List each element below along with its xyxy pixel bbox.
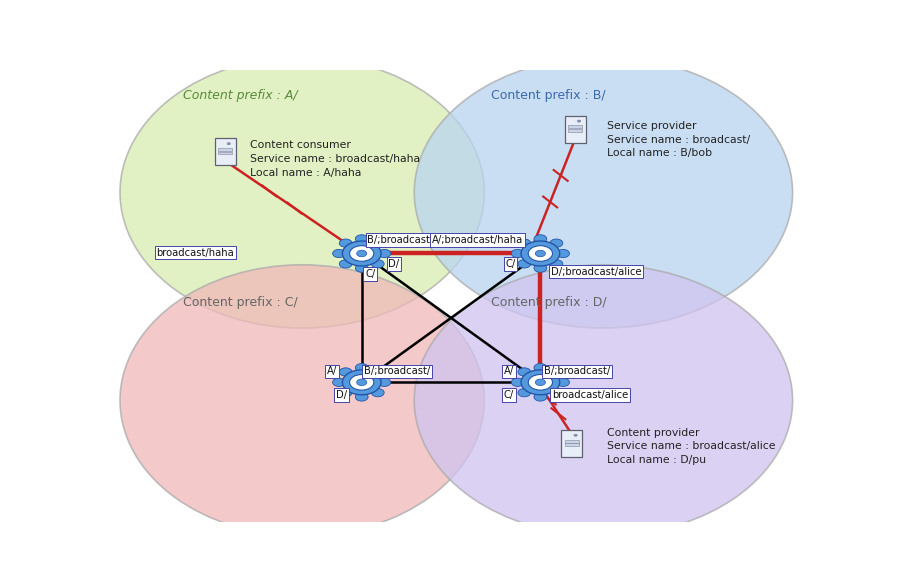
Circle shape	[349, 246, 374, 261]
Text: Content prefix : A/: Content prefix : A/	[182, 89, 297, 102]
Circle shape	[342, 370, 381, 395]
Text: Service name : broadcast/alice: Service name : broadcast/alice	[606, 441, 775, 451]
Circle shape	[339, 368, 351, 376]
Text: Content consumer: Content consumer	[249, 140, 350, 150]
FancyBboxPatch shape	[218, 152, 232, 154]
Text: Local name : A/haha: Local name : A/haha	[249, 168, 360, 178]
Circle shape	[355, 235, 368, 243]
Circle shape	[355, 363, 368, 372]
Text: C/: C/	[503, 390, 514, 400]
Circle shape	[349, 375, 374, 390]
Circle shape	[534, 264, 546, 272]
Circle shape	[577, 120, 580, 122]
FancyBboxPatch shape	[568, 129, 582, 131]
Text: broadcast/haha: broadcast/haha	[156, 248, 234, 258]
Circle shape	[527, 375, 552, 390]
Circle shape	[549, 259, 563, 268]
Text: Content provider: Content provider	[606, 427, 699, 437]
Circle shape	[535, 379, 545, 386]
Text: Content prefix : D/: Content prefix : D/	[491, 296, 606, 309]
Circle shape	[377, 249, 390, 258]
Text: broadcast/alice: broadcast/alice	[552, 390, 628, 400]
Circle shape	[355, 264, 368, 272]
Text: A/;broadcast/haha: A/;broadcast/haha	[432, 235, 523, 245]
Circle shape	[511, 378, 524, 386]
Circle shape	[339, 259, 351, 268]
Text: C/: C/	[505, 259, 515, 269]
Text: B/;broadcast/: B/;broadcast/	[363, 366, 430, 376]
Circle shape	[511, 249, 524, 258]
Circle shape	[517, 259, 530, 268]
Circle shape	[357, 379, 367, 386]
FancyBboxPatch shape	[568, 126, 582, 129]
Circle shape	[535, 250, 545, 257]
Text: D/: D/	[335, 390, 347, 400]
FancyBboxPatch shape	[214, 138, 236, 166]
Circle shape	[549, 368, 563, 376]
Circle shape	[377, 378, 390, 386]
Circle shape	[371, 389, 384, 397]
Ellipse shape	[120, 57, 484, 328]
FancyBboxPatch shape	[218, 148, 232, 151]
FancyBboxPatch shape	[564, 443, 578, 446]
Circle shape	[534, 363, 546, 372]
Text: A/: A/	[326, 366, 337, 376]
Circle shape	[549, 389, 563, 397]
Text: D/: D/	[388, 259, 399, 269]
Circle shape	[357, 250, 367, 257]
Circle shape	[332, 249, 345, 258]
Circle shape	[371, 239, 384, 247]
Circle shape	[371, 259, 384, 268]
Circle shape	[573, 434, 577, 436]
Circle shape	[556, 249, 569, 258]
Circle shape	[520, 370, 559, 395]
Circle shape	[517, 389, 530, 397]
Text: B/;broadcast/: B/;broadcast/	[544, 366, 610, 376]
Text: Local name : B/bob: Local name : B/bob	[606, 148, 712, 158]
Circle shape	[517, 239, 530, 247]
Text: A/: A/	[503, 366, 514, 376]
Text: Local name : D/pu: Local name : D/pu	[606, 454, 705, 465]
Circle shape	[520, 241, 559, 266]
Text: Service provider: Service provider	[606, 121, 695, 131]
Circle shape	[355, 393, 368, 401]
Ellipse shape	[120, 265, 484, 536]
Text: B/;broadcast/: B/;broadcast/	[367, 235, 433, 245]
Circle shape	[342, 241, 381, 266]
Circle shape	[332, 378, 345, 386]
Circle shape	[534, 235, 546, 243]
Circle shape	[517, 368, 530, 376]
FancyBboxPatch shape	[564, 116, 585, 143]
Circle shape	[534, 393, 546, 401]
Circle shape	[549, 239, 563, 247]
FancyBboxPatch shape	[564, 440, 578, 443]
Text: Service name : broadcast/: Service name : broadcast/	[606, 134, 749, 144]
Text: Content prefix : C/: Content prefix : C/	[182, 296, 297, 309]
Text: C/: C/	[365, 269, 375, 279]
Text: Service name : broadcast/haha: Service name : broadcast/haha	[249, 154, 419, 164]
Ellipse shape	[414, 57, 792, 328]
Text: D/;broadcast/alice: D/;broadcast/alice	[550, 266, 641, 276]
Circle shape	[371, 368, 384, 376]
Circle shape	[527, 246, 552, 261]
Circle shape	[227, 143, 230, 145]
Circle shape	[339, 389, 351, 397]
Text: Content prefix : B/: Content prefix : B/	[491, 89, 605, 102]
FancyBboxPatch shape	[561, 430, 582, 457]
Ellipse shape	[414, 265, 792, 536]
Circle shape	[556, 378, 569, 386]
Circle shape	[339, 239, 351, 247]
